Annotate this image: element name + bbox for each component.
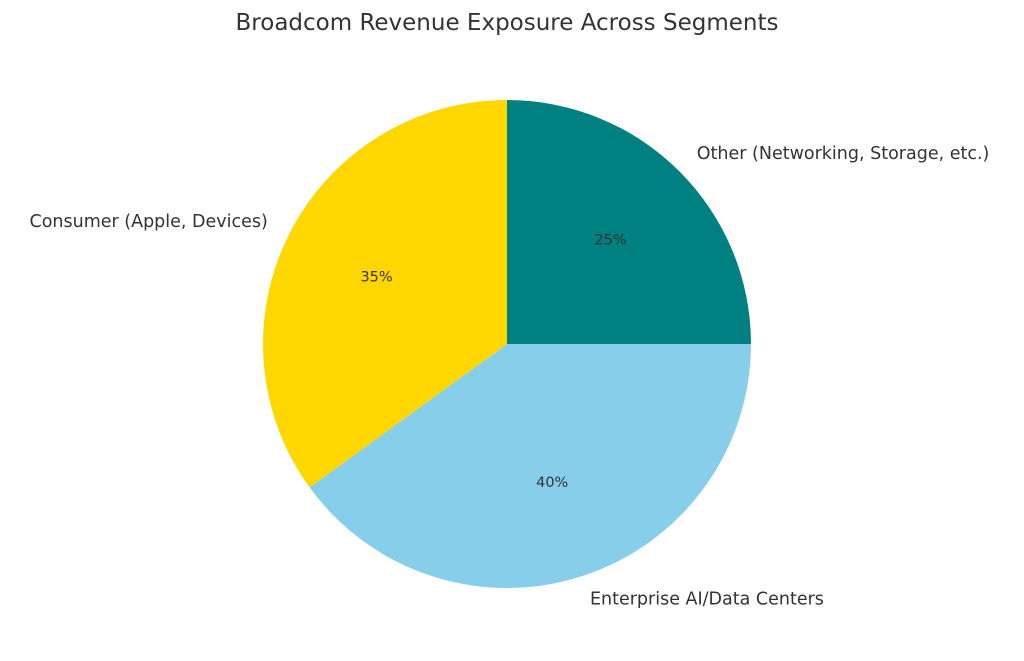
pie-slice-2 xyxy=(262,100,507,488)
pie-percent-label-1: 40% xyxy=(536,475,568,491)
pie-category-label-1: Enterprise AI/Data Centers xyxy=(590,589,824,609)
pie-percent-label-0: 25% xyxy=(594,232,626,248)
pie-slices xyxy=(262,100,751,588)
pie-percent-label-2: 35% xyxy=(360,270,392,286)
chart-title: Broadcom Revenue Exposure Across Segment… xyxy=(236,10,779,36)
pie-slice-1 xyxy=(309,344,751,588)
pie-category-label-0: Other (Networking, Storage, etc.) xyxy=(697,144,990,164)
pie-slice-0 xyxy=(507,100,751,344)
pie-labels: 25% Other (Networking, Storage, etc.) 40% E… xyxy=(29,144,989,609)
pie-category-label-2: Consumer (Apple, Devices) xyxy=(29,212,267,232)
